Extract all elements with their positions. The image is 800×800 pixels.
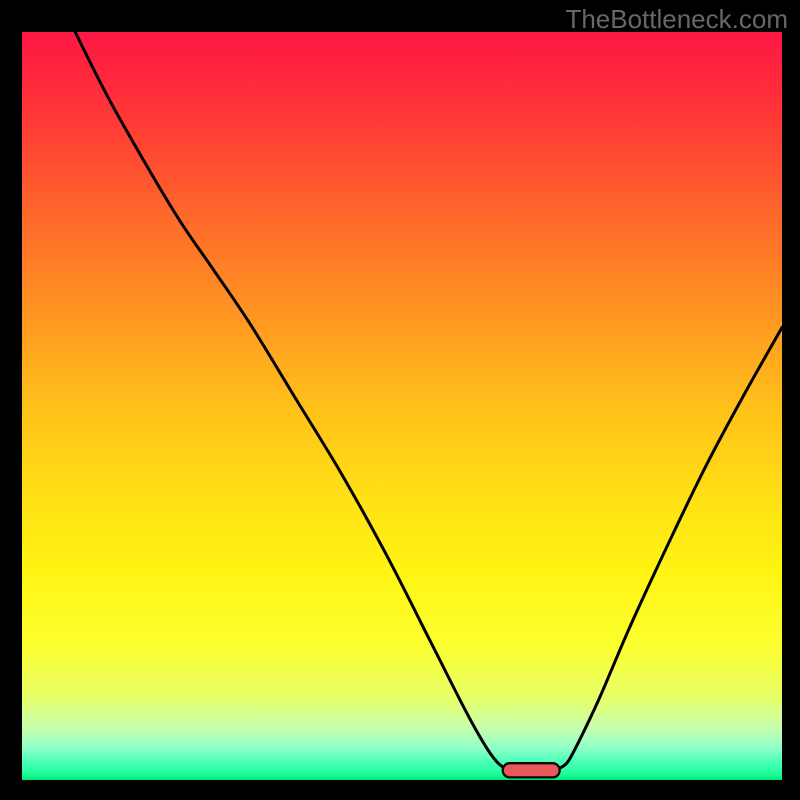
plot-svg: [22, 32, 782, 780]
plot-area: [22, 32, 782, 780]
optimal-marker: [503, 763, 560, 777]
watermark-text: TheBottleneck.com: [565, 4, 788, 35]
gradient-background: [22, 32, 782, 780]
chart-frame: TheBottleneck.com: [0, 0, 800, 800]
